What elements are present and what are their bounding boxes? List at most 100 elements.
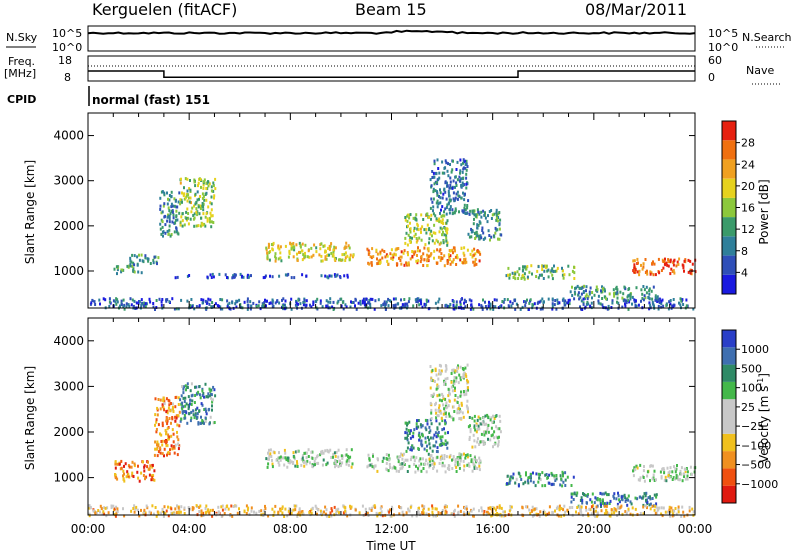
echo-cell [144, 304, 147, 308]
echo-cell [154, 440, 157, 444]
echo-cell [417, 228, 420, 232]
echo-cell [137, 270, 140, 274]
echo-cell [421, 424, 424, 428]
echo-cell [427, 452, 430, 456]
echo-cell [370, 261, 373, 265]
echo-cell [197, 181, 200, 185]
echo-cell [235, 299, 238, 303]
echo-cell [459, 158, 462, 162]
echo-cell [319, 243, 322, 247]
echo-cell [305, 274, 308, 278]
echo-cell [446, 243, 449, 247]
echo-cell [468, 438, 471, 441]
echo-cell [440, 457, 443, 460]
echo-cell [163, 202, 166, 206]
echo-cell [350, 448, 353, 452]
echo-cell [647, 496, 650, 500]
echo-cell [406, 434, 409, 437]
echo-cell [190, 201, 192, 205]
echo-cell [388, 462, 391, 466]
echo-cell [429, 178, 432, 182]
echo-cell [437, 408, 440, 412]
echo-cell [290, 460, 293, 464]
echo-cell [151, 504, 154, 508]
echo-cell [420, 255, 423, 258]
echo-cell [324, 249, 327, 253]
echo-cell [448, 399, 451, 403]
echo-cell [408, 432, 411, 435]
echo-cell [378, 512, 381, 516]
echo-cell [179, 220, 182, 224]
echo-cell [405, 427, 408, 431]
echo-cell [337, 465, 340, 469]
echo-cell [203, 408, 206, 411]
echo-cell [500, 506, 503, 510]
echo-cell [206, 217, 209, 221]
echo-cell [189, 398, 192, 402]
echo-cell [234, 273, 237, 277]
echo-cell [156, 408, 159, 412]
echo-cell [634, 299, 637, 303]
echo-cell [483, 213, 486, 217]
echo-cell [605, 512, 607, 516]
echo-cell [221, 307, 224, 311]
echo-cell [314, 463, 316, 467]
echo-cell [679, 472, 682, 476]
echo-cell [313, 460, 316, 463]
echo-cell [431, 239, 434, 243]
echo-cell [172, 213, 175, 217]
echo-cell [122, 507, 124, 511]
echo-cell [345, 305, 348, 309]
echo-cell [655, 495, 658, 499]
echo-cell [436, 240, 439, 244]
nsearch-tick-top: 10^5 [708, 27, 738, 40]
echo-cell [568, 302, 571, 306]
echo-cell [349, 504, 351, 508]
echo-cell [426, 212, 429, 216]
echo-cell [436, 432, 439, 436]
echo-cell [664, 475, 667, 479]
y-tick-label: 1000 [53, 471, 84, 485]
echo-cell [349, 253, 352, 257]
echo-cell [185, 217, 188, 221]
echo-cell [277, 257, 280, 261]
echo-cell [192, 214, 195, 217]
echo-cell [581, 498, 584, 502]
echo-cell [437, 434, 439, 437]
echo-cell [341, 461, 344, 465]
echo-cell [453, 379, 456, 383]
echo-cell [496, 436, 499, 440]
echo-cell [171, 210, 174, 214]
echo-cell [163, 447, 166, 451]
echo-cell [401, 457, 404, 461]
echo-cell [484, 216, 487, 220]
echo-cell [474, 214, 477, 218]
echo-cell [662, 506, 665, 510]
echo-cell [168, 220, 171, 224]
echo-cell [540, 273, 543, 277]
echo-cell [435, 440, 438, 444]
echo-cell [294, 450, 297, 454]
echo-cell [452, 455, 455, 459]
echo-cell [643, 294, 646, 298]
echo-cell [310, 508, 313, 512]
echo-cell [178, 410, 181, 414]
echo-cell [489, 307, 492, 311]
echo-cell [296, 512, 299, 516]
echo-cell [639, 511, 642, 515]
echo-cell [205, 181, 208, 185]
echo-cell [131, 253, 134, 257]
echo-cell [484, 414, 487, 418]
echo-cell [187, 407, 190, 411]
echo-cell [345, 448, 348, 452]
echo-cell [471, 445, 474, 449]
echo-cell [686, 470, 689, 474]
echo-cell [295, 243, 298, 247]
echo-cell [426, 259, 429, 263]
echo-cell [442, 394, 445, 398]
echo-cell [684, 477, 687, 481]
echo-cell [515, 302, 518, 306]
echo-cell [173, 230, 176, 234]
echo-cell [151, 463, 154, 467]
velocity-echo-cells [88, 363, 697, 518]
